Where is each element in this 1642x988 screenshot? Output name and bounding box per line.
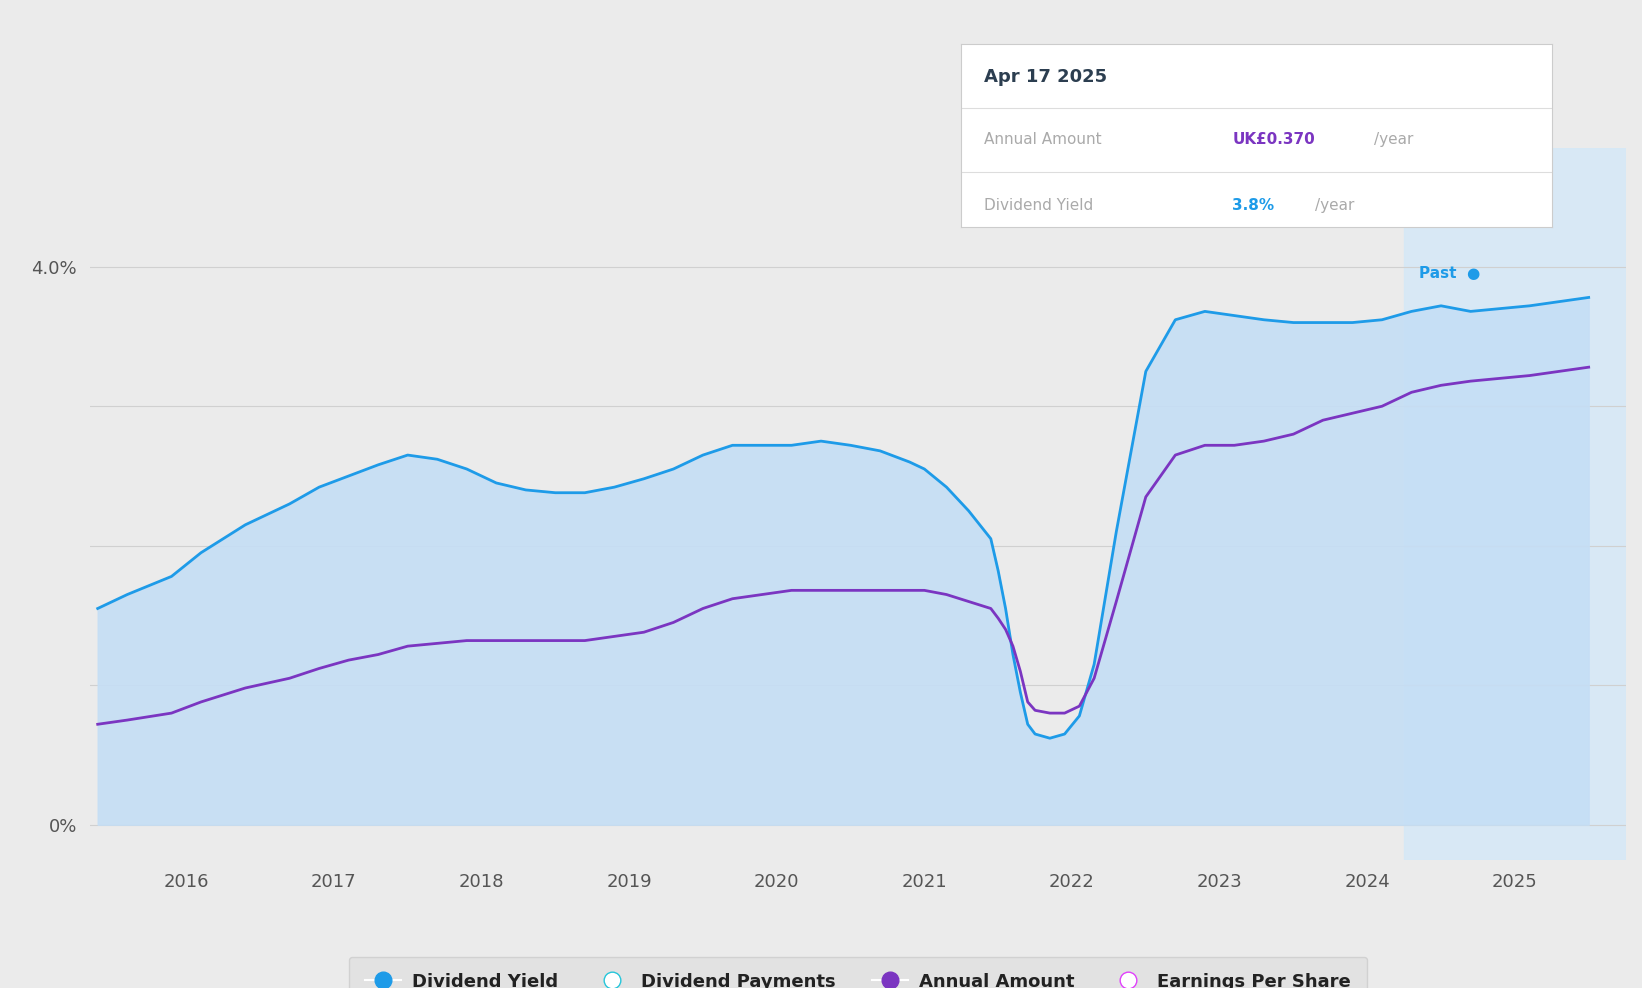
Text: /year: /year <box>1315 198 1355 212</box>
Text: Past  ●: Past ● <box>1419 266 1479 282</box>
Text: Apr 17 2025: Apr 17 2025 <box>984 68 1107 86</box>
Legend: Dividend Yield, Dividend Payments, Annual Amount, Earnings Per Share: Dividend Yield, Dividend Payments, Annua… <box>348 956 1368 988</box>
Text: 3.8%: 3.8% <box>1233 198 1274 212</box>
Bar <box>1404 148 1626 860</box>
Text: Annual Amount: Annual Amount <box>984 132 1102 147</box>
Text: /year: /year <box>1374 132 1414 147</box>
Text: UK£0.370: UK£0.370 <box>1233 132 1315 147</box>
Text: Dividend Yield: Dividend Yield <box>984 198 1094 212</box>
